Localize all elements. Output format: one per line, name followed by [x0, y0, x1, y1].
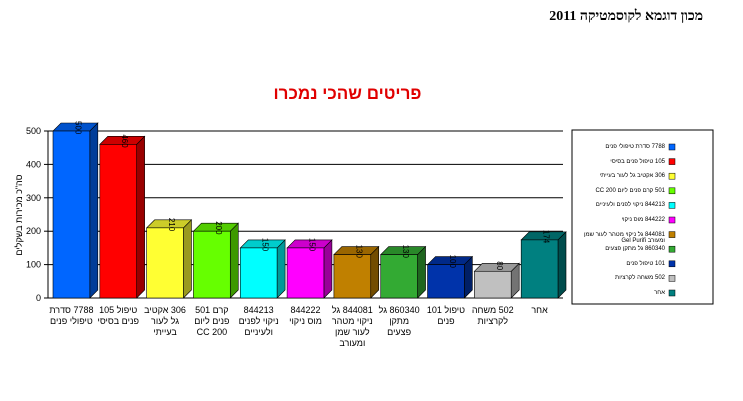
bar: [286, 239, 333, 299]
legend-label: 501 קרם פנים ליום 200 CC: [595, 187, 665, 194]
legend-swatch: [668, 202, 676, 209]
bar-side: [89, 122, 99, 299]
value-label: 210: [167, 218, 176, 232]
bar-front: [286, 247, 325, 299]
bar-side: [183, 219, 192, 299]
legend-swatch: [668, 275, 676, 282]
y-tick-label: 200: [26, 226, 41, 236]
x-tick-label: טיפול 105 פנים בסיסי: [97, 305, 139, 326]
chart-title: פריטים שהכי נמכרו: [273, 84, 422, 103]
bar-side: [323, 239, 333, 299]
bar: [333, 245, 380, 299]
y-tick-label: 0: [36, 293, 41, 303]
bar-side: [417, 245, 426, 299]
x-tick-label: אחר: [531, 305, 548, 315]
x-tick-label: 860340 גל מתקן פצעים: [378, 305, 420, 337]
legend-label: 101 טיפול פנים: [626, 260, 665, 267]
x-tick-label: קרם 501 פנים ליום 200 CC: [194, 305, 230, 337]
value-label: 460: [120, 134, 129, 148]
legend-label: אחר: [654, 290, 665, 296]
bar: [99, 135, 146, 299]
y-tick-label: 500: [26, 126, 41, 136]
bar: [380, 245, 427, 299]
legend-swatch: [668, 245, 676, 253]
header-title: מכון דוגמא לקוסמטיקה 2011: [549, 9, 703, 24]
y-tick-label: 100: [26, 260, 41, 270]
bar: [520, 231, 567, 299]
x-tick-label: 306 אקטיב גל לעור בעייתי: [144, 305, 186, 337]
value-label: 80: [495, 261, 504, 270]
y-tick-label: 400: [26, 159, 41, 169]
legend-swatch: [668, 216, 676, 224]
value-label: 130: [354, 245, 363, 259]
legend-label: 860340 גל מתקן פצעים: [605, 246, 665, 253]
bar-side: [229, 222, 239, 299]
bar-front: [193, 230, 231, 299]
x-tick-label: 844213 ניקוי לפנים ולעיניים: [238, 305, 279, 337]
bar: [145, 219, 193, 299]
x-tick-label: 844222 מוס ניקוי: [289, 305, 322, 326]
value-label: 500: [73, 121, 82, 135]
legend-box: [571, 129, 714, 305]
legend-label: 844213 ניקוי לפנים ולעיניים: [595, 202, 665, 209]
x-tick-label: טיפול 101 פנים: [426, 305, 466, 326]
legend-swatch: [668, 231, 676, 238]
bar-side: [370, 245, 380, 299]
legend-label: 502 משחה לקרציות: [615, 275, 665, 282]
x-tick-label: 844081 גל ניקוי מטהר לעור שמן ומעורב: [331, 305, 373, 348]
value-label: 150: [261, 238, 270, 252]
bar-front: [427, 264, 465, 299]
legend-swatch: [668, 172, 676, 180]
bar: [192, 222, 239, 299]
bar-front: [380, 254, 418, 299]
value-label: 150: [308, 238, 317, 252]
bar: [473, 262, 520, 299]
bar-front: [474, 270, 512, 299]
bar-side: [557, 231, 567, 299]
y-axis-label: סה"כ מכירות בשקלים: [14, 174, 24, 255]
legend-swatch: [668, 158, 676, 165]
bar-front: [333, 254, 372, 299]
value-label: 200: [214, 221, 223, 235]
legend-label: 844081 גל ניקוי מטהר לעור שמן ומעורב Gel…: [584, 231, 665, 244]
bar-front: [146, 227, 184, 299]
value-label: 100: [448, 255, 457, 269]
x-tick-label: 7788 סדרת טיפולי פנים: [49, 305, 94, 326]
bar-front: [99, 144, 137, 299]
legend-swatch: [668, 143, 676, 151]
bar: [426, 255, 474, 299]
legend-swatch: [668, 260, 676, 268]
value-label: 130: [401, 245, 410, 259]
bar: [52, 122, 99, 299]
legend-label: 844222 מוס ניקוי: [621, 217, 665, 223]
bar-front: [239, 247, 278, 299]
legend-swatch: [668, 187, 676, 195]
value-label: 174: [542, 230, 551, 244]
bar-side: [276, 239, 286, 299]
bar-front: [520, 239, 559, 299]
legend-label: 306 אקטיב גל לעור בעייתי: [599, 173, 665, 180]
legend-label: 7788 סדרת טיפולי פנים: [605, 144, 665, 150]
legend-label: 105 טיפול פנים בסיסי: [610, 158, 665, 165]
bar-side: [136, 135, 145, 299]
bar-front: [52, 130, 91, 299]
legend-swatch: [668, 289, 676, 297]
y-tick-label: 300: [26, 193, 41, 203]
x-tick-label: 502 משחה לקרציות: [471, 305, 514, 326]
bar: [239, 239, 286, 299]
